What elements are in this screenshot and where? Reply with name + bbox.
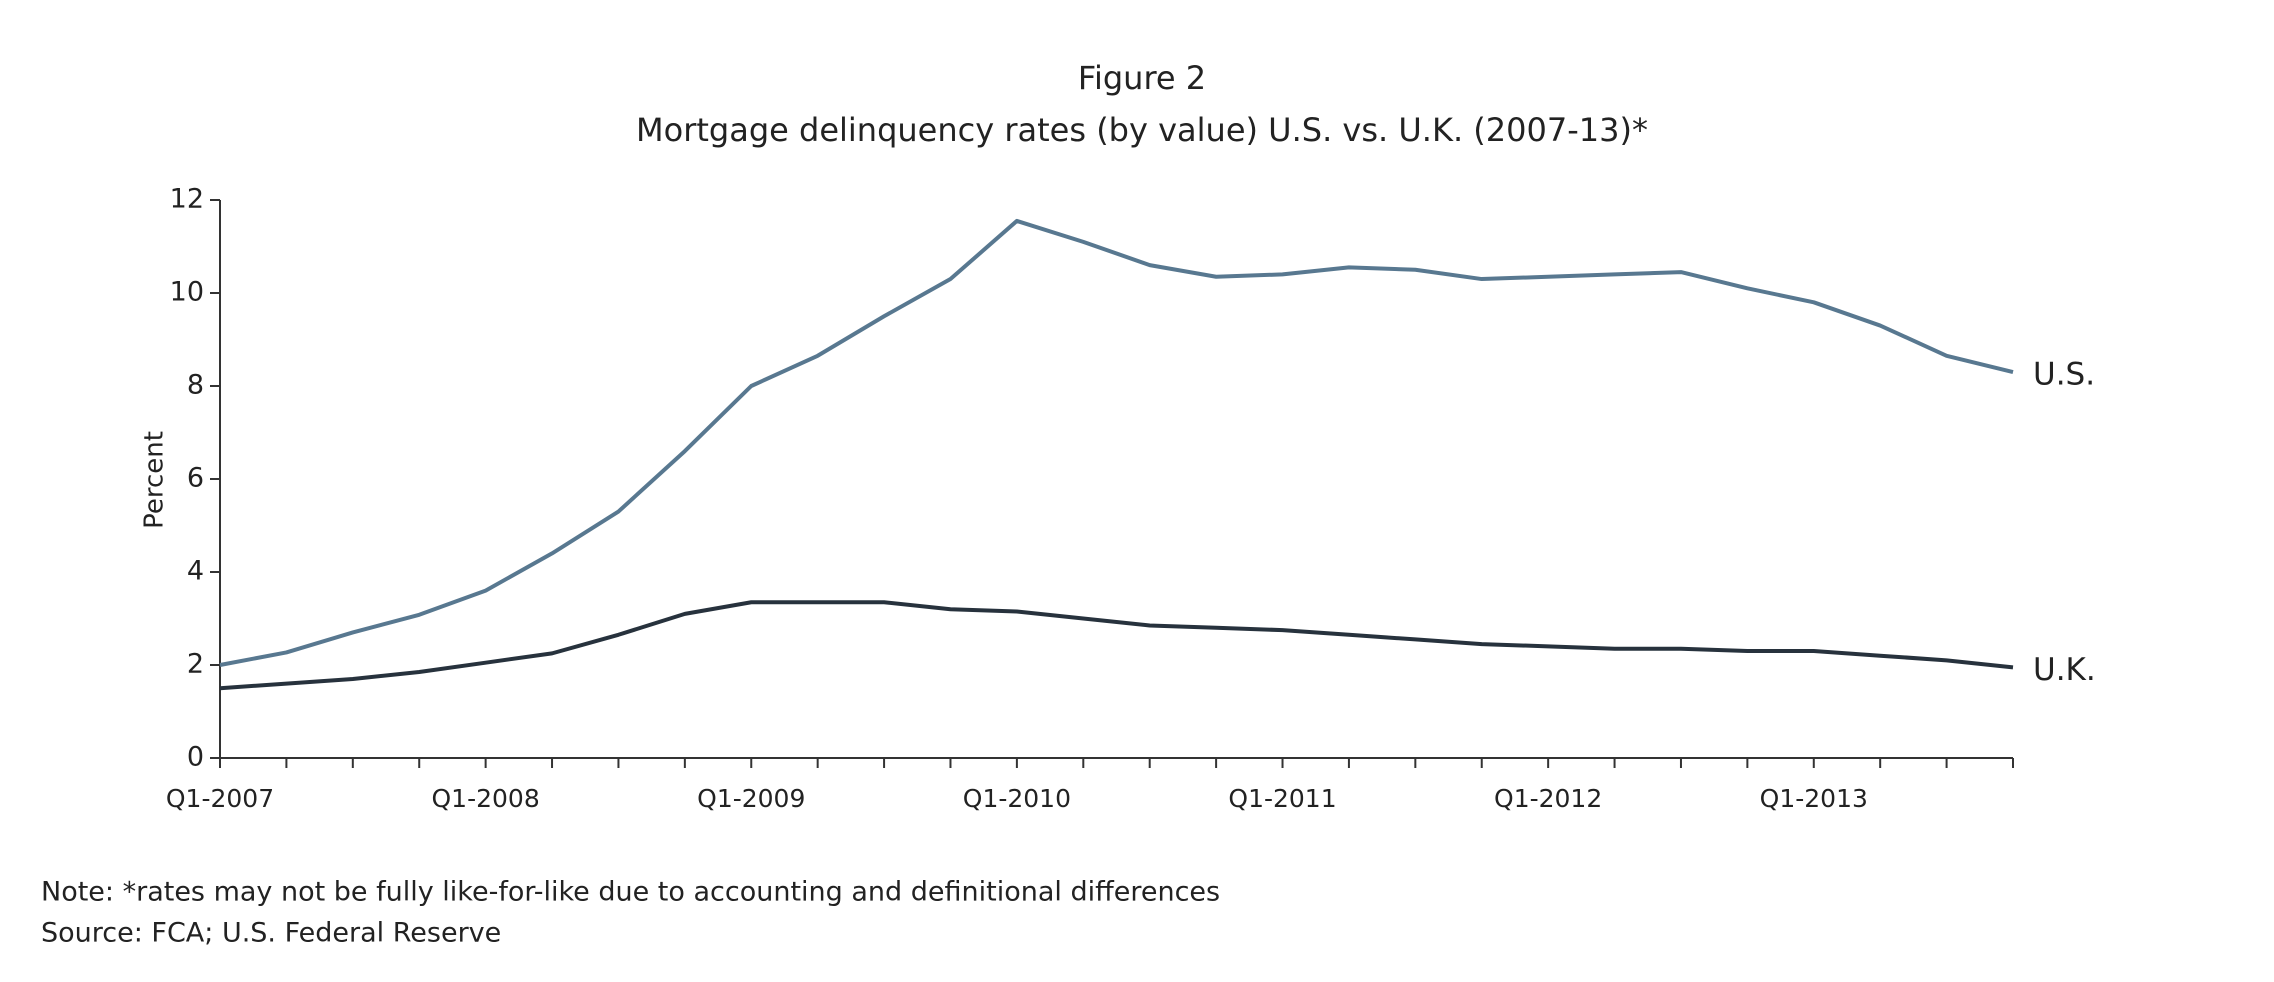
chart-title: Figure 2 xyxy=(1078,59,1206,97)
y-tick-label: 6 xyxy=(187,463,204,494)
x-tick-label: Q1-2012 xyxy=(1494,784,1602,813)
y-tick-label: 12 xyxy=(170,184,204,215)
x-tick-label: Q1-2007 xyxy=(166,784,274,813)
y-tick-label: 8 xyxy=(187,370,204,401)
chart-subtitle: Mortgage delinquency rates (by value) U.… xyxy=(636,111,1648,149)
x-tick-label: Q1-2008 xyxy=(432,784,540,813)
x-tick-label: Q1-2010 xyxy=(963,784,1071,813)
series-line xyxy=(219,218,2014,667)
x-tick-label: Q1-2011 xyxy=(1228,784,1336,813)
y-tick-label: 10 xyxy=(170,277,204,308)
note: Note: *rates may not be fully like-for-l… xyxy=(41,877,1220,908)
x-tick-label: Q1-2013 xyxy=(1760,784,1868,813)
x-tick-label: Q1-2009 xyxy=(697,784,805,813)
source: Source: FCA; U.S. Federal Reserve xyxy=(41,918,501,949)
y-tick-label: 0 xyxy=(187,742,204,773)
series-label: U.K. xyxy=(2033,652,2096,688)
y-tick-label: 4 xyxy=(187,556,204,587)
y-axis-label: Percent xyxy=(140,431,170,529)
series-line xyxy=(219,600,2014,691)
series-label: U.S. xyxy=(2033,357,2095,393)
y-tick-label: 2 xyxy=(187,649,204,680)
